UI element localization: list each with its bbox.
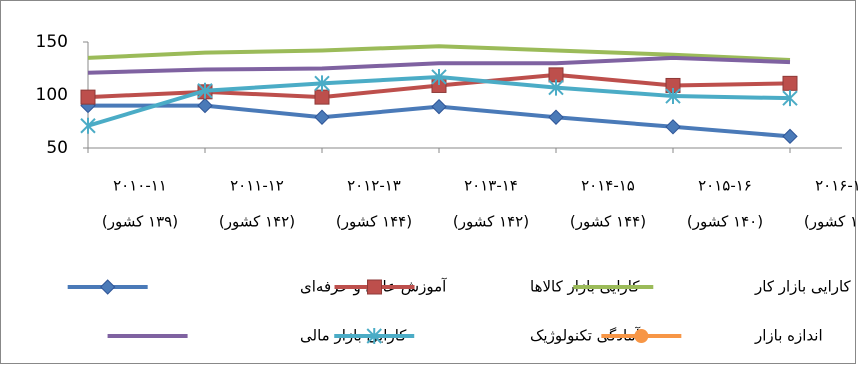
y-tick-label: 150 [36, 32, 68, 52]
series-line [87, 44, 791, 63]
legend-label: اندازه بازار [754, 327, 823, 345]
series [87, 55, 791, 75]
marker [665, 88, 681, 105]
series-line [87, 55, 791, 75]
x-tick-note: (۱۴۰ کشور) [687, 213, 763, 231]
x-tick-note: (۱۳۸ کشور) [804, 213, 858, 231]
marker [665, 119, 681, 135]
marker [314, 89, 330, 105]
legend-label: کارایی بازار کار [754, 278, 852, 296]
x-tick-label: ۲۰۱۶-۱۷ [815, 177, 858, 195]
marker [782, 128, 798, 145]
series [80, 68, 798, 134]
y-tick-label: 100 [36, 85, 68, 105]
marker [548, 79, 564, 96]
x-tick-label: ۲۰۱۵-۱۶ [698, 177, 752, 195]
marker [782, 75, 798, 91]
x-tick-label: ۲۰۱۰-۱۱ [113, 177, 167, 195]
x-tick-label: ۲۰۱۱-۱۲ [230, 177, 284, 195]
marker [634, 329, 649, 343]
marker [366, 328, 382, 344]
marker [80, 89, 96, 105]
y-tick-label: 50 [46, 138, 68, 158]
marker [314, 109, 330, 125]
x-tick-note: (۱۴۴ کشور) [336, 213, 412, 231]
marker [197, 97, 213, 114]
series [87, 44, 791, 63]
marker [197, 82, 213, 99]
x-tick-label: ۲۰۱۲-۱۳ [347, 177, 401, 195]
x-tick-note: (۱۴۴ کشور) [570, 213, 646, 231]
marker [431, 68, 447, 85]
marker [80, 117, 96, 134]
x-tick-note: (۱۴۲ کشور) [453, 213, 529, 231]
marker [99, 279, 116, 295]
x-tick-note: (۱۴۲ کشور) [219, 213, 295, 231]
marker [431, 98, 447, 115]
marker [314, 75, 330, 92]
x-tick-label: ۲۰۱۴-۱۵ [581, 177, 635, 195]
x-tick-note: (۱۳۹ کشور) [102, 213, 178, 231]
legend-label: آمادگی تکنولوژیک [530, 327, 641, 345]
marker [548, 109, 564, 125]
marker [367, 279, 383, 295]
marker [782, 90, 798, 107]
x-tick-label: ۲۰۱۳-۱۴ [464, 177, 518, 195]
series [80, 97, 798, 145]
